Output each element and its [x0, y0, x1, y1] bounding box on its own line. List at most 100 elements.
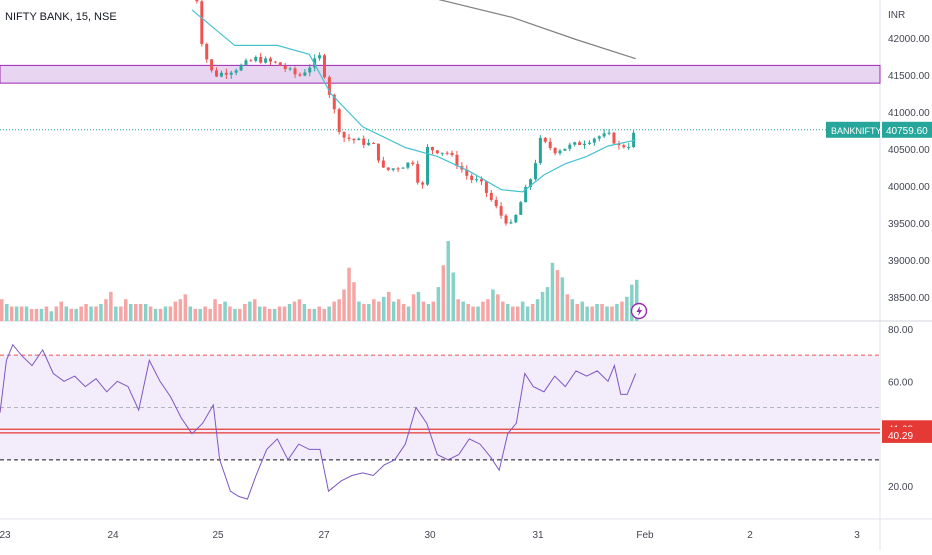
candle-body: [283, 65, 287, 70]
candle-body: [553, 147, 557, 154]
candle-body: [470, 175, 474, 180]
candle-body: [234, 70, 238, 73]
volume-bar: [610, 306, 614, 321]
candle-body: [514, 214, 518, 223]
volume-bar: [193, 308, 197, 321]
candle-body: [583, 143, 587, 146]
candle-body: [401, 167, 405, 169]
volume-bar: [243, 304, 247, 321]
candle-body: [332, 94, 336, 110]
candle-body: [229, 72, 233, 75]
volume-bar: [406, 306, 411, 321]
volume-bar: [347, 267, 351, 321]
volume-bar: [233, 308, 237, 321]
volume-bar: [431, 301, 436, 321]
candle-body: [602, 133, 606, 137]
volume-bar: [109, 291, 113, 321]
rsi-lower-level-label: 40.29: [888, 431, 913, 442]
candle-body: [224, 72, 228, 75]
candle-body: [519, 202, 523, 215]
volume-bar: [525, 306, 530, 321]
candle-body: [259, 57, 263, 63]
candle-body: [322, 55, 326, 78]
candle-body: [509, 222, 513, 224]
candle-body: [597, 136, 601, 139]
volume-bar: [258, 306, 262, 321]
short-moving-average-line: [191, 9, 636, 193]
volume-bar: [481, 301, 485, 321]
time-tick-label: 23: [0, 530, 11, 541]
candle-body: [200, 1, 204, 44]
volume-bar: [173, 301, 178, 321]
volume-bar: [625, 296, 629, 321]
candle-body: [347, 137, 351, 139]
volume-bar: [382, 296, 386, 321]
volume-bar: [441, 265, 446, 321]
candle-body: [607, 132, 611, 134]
volume-bar: [516, 306, 520, 321]
volume-bar: [89, 306, 93, 321]
price-tick-label: 41500.00: [888, 71, 930, 82]
candle-body: [479, 179, 483, 182]
candle-body: [381, 160, 385, 168]
volume-bar: [14, 306, 19, 321]
volume-bar: [64, 306, 68, 321]
time-tick-label: 31: [532, 530, 544, 541]
candle-body: [504, 215, 508, 224]
candle-body: [622, 145, 626, 148]
volume-bar: [446, 241, 450, 321]
volume-bar: [124, 299, 128, 321]
volume-bar: [0, 299, 4, 321]
candle-body: [592, 138, 596, 143]
volume-bar: [471, 306, 475, 321]
volume-bar: [520, 301, 525, 321]
volume-bar: [312, 308, 317, 321]
volume-bar: [317, 306, 321, 321]
volume-bar: [54, 306, 59, 321]
volume-bar: [436, 287, 441, 321]
volume-bar: [461, 301, 465, 321]
volume-bar: [223, 301, 227, 321]
price-tick-label: 41000.00: [888, 108, 930, 119]
volume-bar: [253, 299, 257, 321]
volume-bar: [158, 308, 163, 321]
candle-body: [391, 168, 395, 170]
candle-body: [430, 146, 434, 151]
candle-body: [269, 58, 273, 62]
volume-bar: [615, 304, 619, 321]
candle-body: [421, 182, 425, 185]
volume-bar: [44, 306, 49, 321]
volume-bar: [262, 306, 267, 321]
volume-bar: [377, 301, 381, 321]
volume-bar: [238, 308, 242, 321]
volume-bar: [580, 301, 584, 321]
volume-bar: [332, 301, 336, 321]
candle-body: [367, 142, 371, 145]
candle-body: [612, 132, 616, 144]
candle-body: [440, 152, 444, 154]
volume-bar: [29, 308, 34, 321]
volume-bar: [327, 306, 331, 321]
chart-title: NIFTY BANK, 15, NSE: [5, 11, 117, 23]
candle-body: [524, 186, 528, 203]
candle-body: [308, 67, 312, 73]
candle-body: [529, 179, 533, 187]
volume-bar: [491, 289, 495, 321]
volume-bar: [362, 304, 366, 321]
time-tick-label: 30: [424, 530, 436, 541]
candle-body: [195, 0, 199, 2]
candle-body: [215, 70, 219, 77]
candle-body: [578, 142, 582, 146]
volume-bar: [49, 311, 54, 321]
candle-body: [475, 179, 479, 181]
candle-body: [386, 167, 390, 170]
volume-bar: [595, 304, 599, 321]
volume-bar: [218, 304, 222, 321]
candle-body: [416, 164, 420, 183]
candle-body: [587, 142, 591, 144]
volume-bar: [421, 301, 426, 321]
volume-bar: [352, 282, 356, 321]
candle-body: [372, 142, 376, 144]
candle-body: [357, 138, 361, 141]
